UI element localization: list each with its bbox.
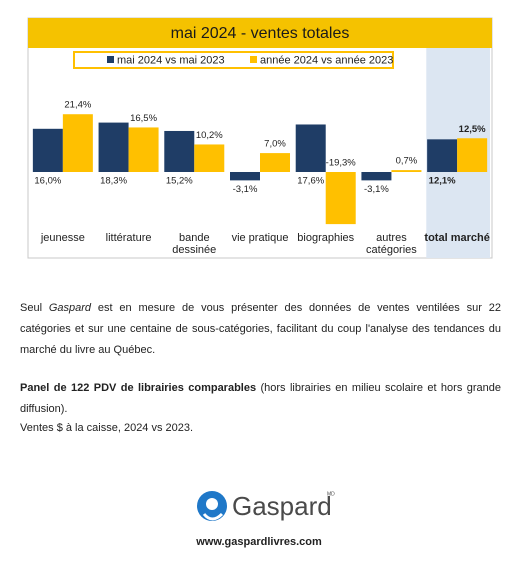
value-label: 0,7% [396, 156, 418, 167]
logo: Gaspard MD [197, 491, 335, 521]
value-label: 10,2% [196, 130, 223, 141]
bar [361, 172, 392, 181]
value-label: 7,0% [264, 139, 286, 150]
bar [457, 138, 488, 172]
bar [32, 128, 63, 172]
paragraph: Seul Gaspard est en mesure de vous prése… [20, 298, 501, 361]
bar [230, 172, 260, 181]
bar [194, 144, 225, 172]
legend-swatch [107, 56, 114, 63]
bar [391, 170, 422, 172]
value-label: 15,2% [166, 176, 193, 187]
bar [164, 130, 195, 172]
category-label: vie pratique [231, 232, 289, 244]
text: est en mesure de vous présenter des donn… [20, 302, 501, 356]
paragraph: Panel de 122 PDV de librairies comparabl… [20, 378, 501, 420]
logo-icon-hole [206, 498, 218, 510]
bar [128, 127, 159, 172]
bar [427, 139, 458, 172]
value-label: 17,6% [297, 176, 324, 187]
text: (hors librairies en milieu scolaire et h… [20, 382, 501, 415]
bar [62, 114, 93, 172]
chart: mai 2024 - ventes totales mai 2024 vs ma… [27, 17, 493, 259]
legend-box [73, 51, 394, 69]
value-label: 18,3% [100, 176, 127, 187]
bar [295, 124, 326, 172]
trademark: MD [327, 491, 335, 497]
value-label: -19,3% [326, 158, 357, 169]
paragraph: Ventes $ à la caisse, 2024 vs 2023. [20, 418, 501, 439]
value-label: 16,5% [130, 113, 157, 124]
category-label: biographies [297, 232, 355, 244]
value-label: -3,1% [233, 184, 258, 195]
text: Seul [20, 302, 49, 314]
value-label: 21,4% [64, 100, 91, 111]
value-label: 12,1% [429, 176, 456, 187]
category-label: littérature [105, 232, 152, 244]
category-label: bande dessinée [172, 232, 217, 256]
category-label: autres catégories [366, 232, 417, 256]
bar [325, 172, 356, 225]
legend-label: mai 2024 vs mai 2023 [117, 54, 225, 66]
logo-icon-curve [202, 512, 224, 521]
legend-label: année 2024 vs année 2023 [260, 54, 393, 66]
website: www.gaspardlivres.com [196, 536, 322, 548]
bar [98, 122, 129, 172]
title-bar [28, 18, 492, 48]
brand: Gaspard [48, 302, 92, 314]
chart-title: mai 2024 - ventes totales [171, 25, 350, 42]
legend-swatch [250, 56, 257, 63]
panel: Panel de 122 PDV de librairies comparabl… [20, 382, 257, 394]
value-label: 16,0% [34, 176, 61, 187]
logo-text: Gaspard [232, 491, 332, 521]
bar [260, 153, 290, 172]
value-label: 12,5% [459, 124, 486, 135]
value-label: -3,1% [364, 184, 389, 195]
category-label: total marché [424, 232, 490, 244]
text: Ventes $ à la caisse, 2024 vs 2023. [20, 422, 194, 434]
category-label: jeunesse [40, 232, 85, 244]
